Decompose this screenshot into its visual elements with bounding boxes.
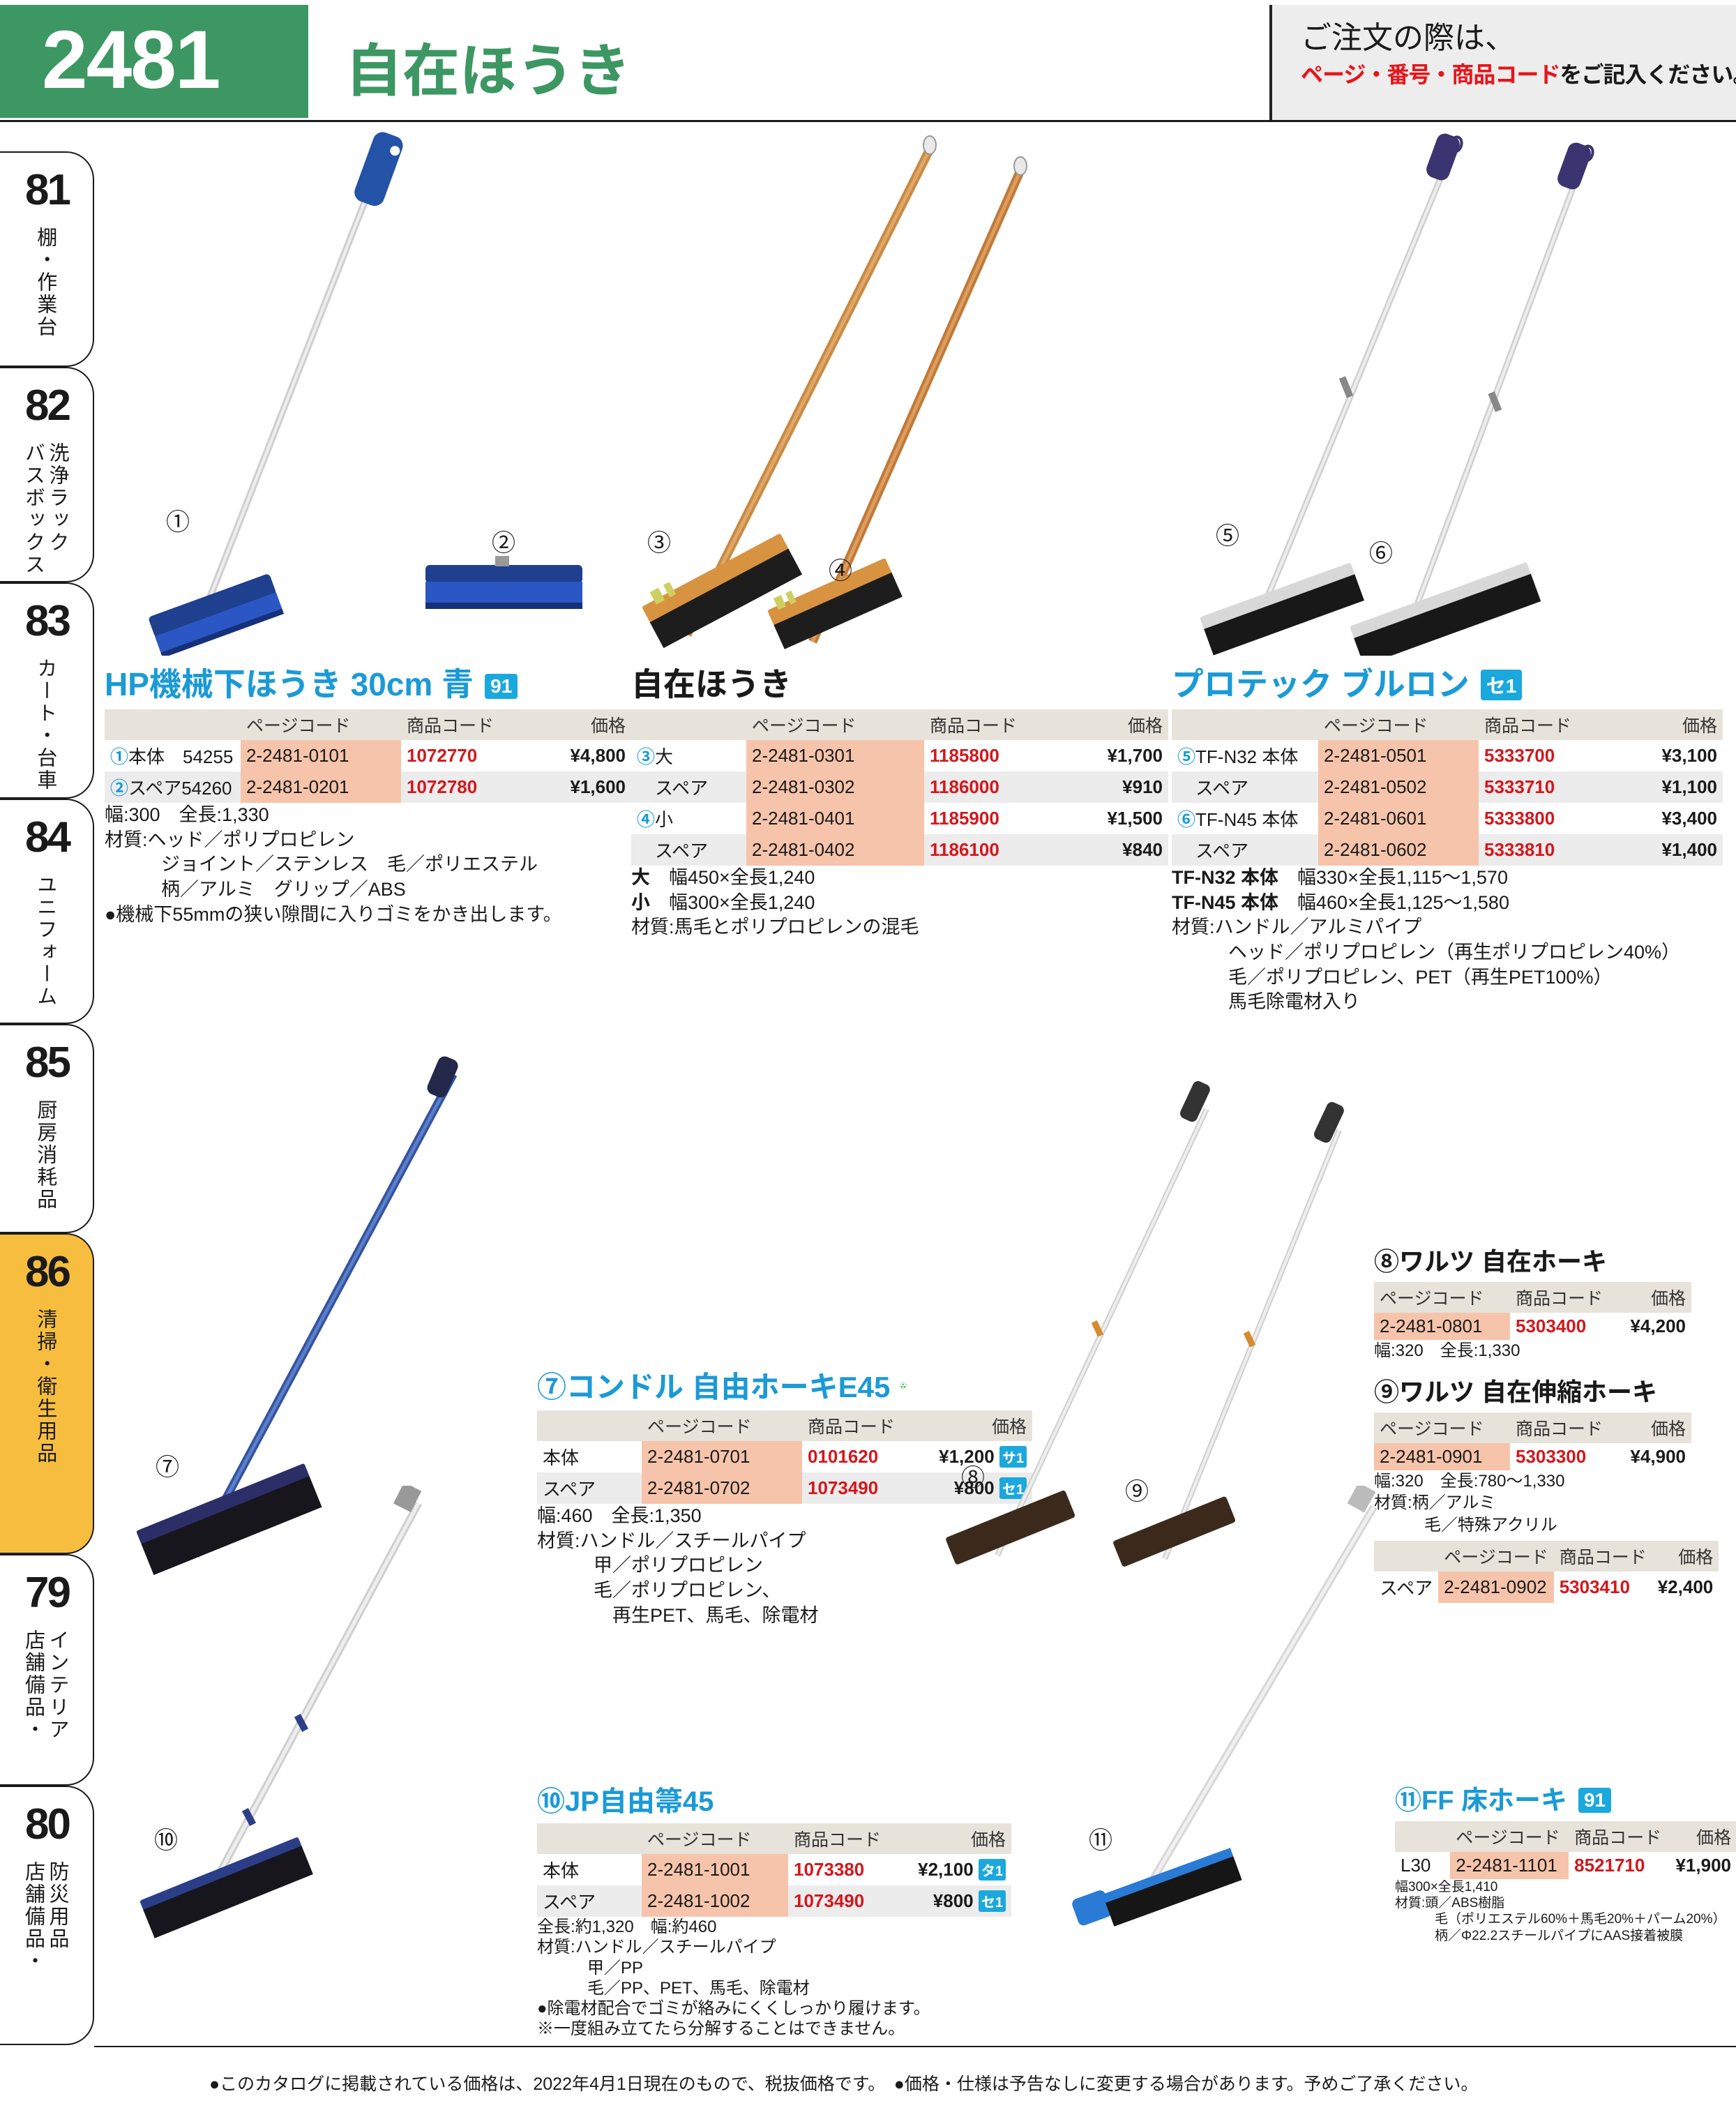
svg-text:⑪: ⑪ [1089,1828,1112,1854]
svg-text:①: ① [166,509,190,536]
svg-text:⑥: ⑥ [1369,541,1393,567]
svg-text:⑦: ⑦ [156,1454,179,1481]
svg-text:②: ② [492,530,515,557]
svg-text:⑤: ⑤ [1216,523,1239,550]
svg-text:⑩: ⑩ [154,1828,178,1854]
svg-text:④: ④ [829,558,852,585]
svg-text:③: ③ [647,530,671,557]
